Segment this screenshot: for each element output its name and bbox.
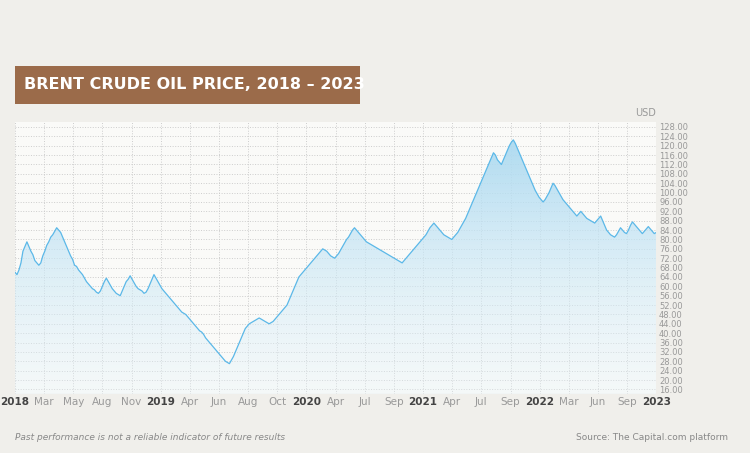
Text: Past performance is not a reliable indicator of future results: Past performance is not a reliable indic… xyxy=(15,433,285,442)
Text: Source: The Capital.com platform: Source: The Capital.com platform xyxy=(575,433,728,442)
Text: USD: USD xyxy=(635,108,656,118)
Text: BRENT CRUDE OIL PRICE, 2018 – 2023: BRENT CRUDE OIL PRICE, 2018 – 2023 xyxy=(24,77,364,92)
